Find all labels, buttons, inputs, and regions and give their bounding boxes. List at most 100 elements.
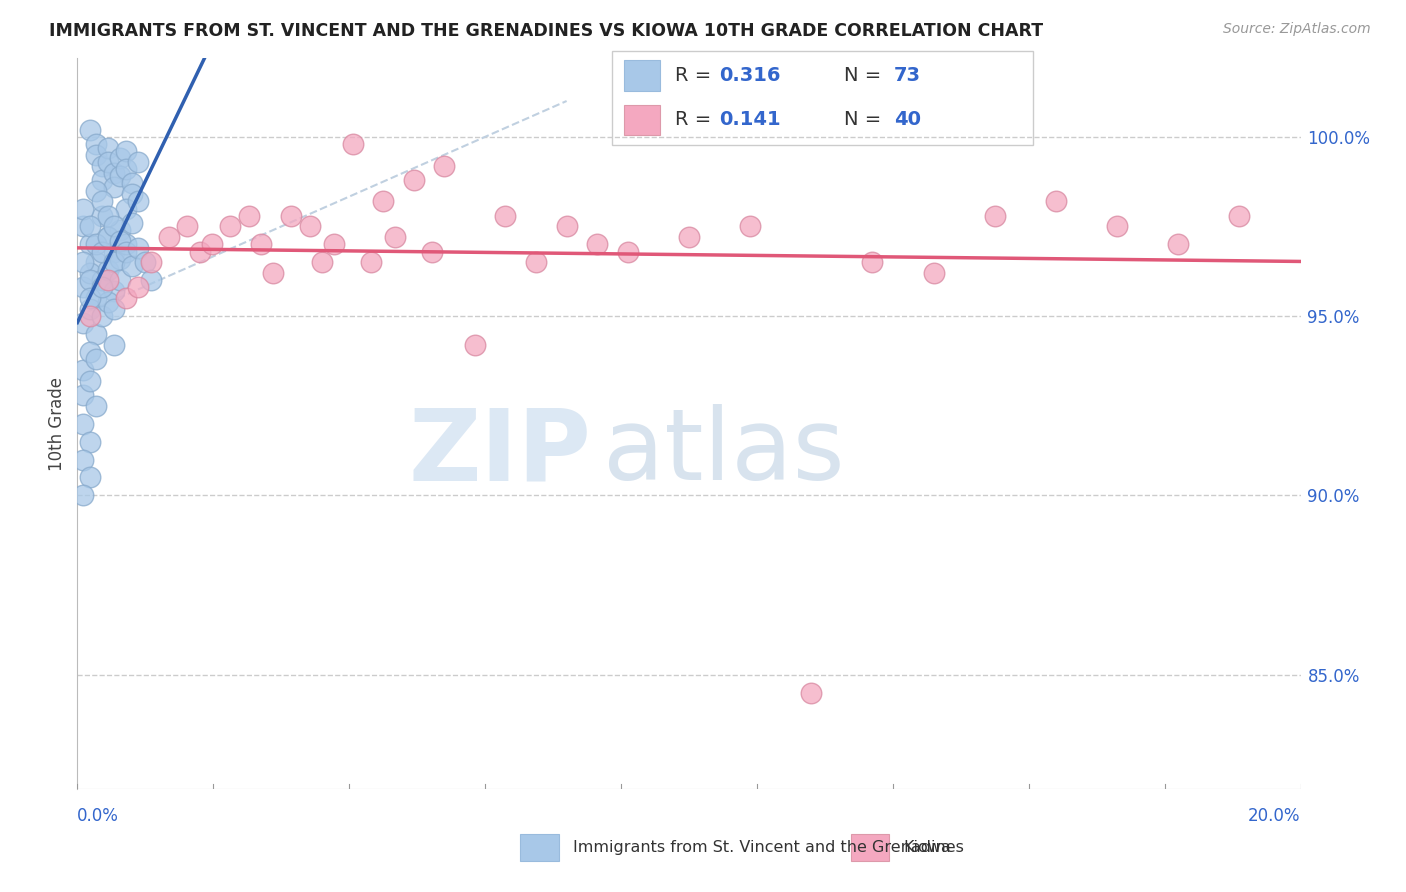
Point [84,136,107,151]
Point [103,180,125,194]
Point [201,237,224,252]
Point [79,291,101,305]
Point [108,152,131,166]
Point [121,259,143,273]
Point [800,685,823,699]
Point [433,159,456,173]
Point [90,209,112,223]
Point [128,241,150,255]
Point [280,209,302,223]
Point [250,237,273,252]
Point [115,291,138,305]
Point [115,244,138,259]
Point [84,291,107,305]
Text: IMMIGRANTS FROM ST. VINCENT AND THE GRENADINES VS KIOWA 10TH GRADE CORRELATION C: IMMIGRANTS FROM ST. VINCENT AND THE GREN… [49,22,1043,40]
Point [90,194,112,209]
Point [90,309,112,323]
Point [108,223,131,237]
Point [103,166,125,180]
Point [115,145,138,159]
Point [103,244,125,259]
Point [139,255,162,269]
Point [1229,209,1251,223]
Point [97,209,120,223]
Point [1167,237,1189,252]
Point [188,244,211,259]
Point [922,266,945,280]
Bar [624,104,661,136]
Point [79,237,101,252]
Point [84,352,107,367]
Point [84,327,107,342]
Text: 0.141: 0.141 [720,111,780,129]
Point [79,122,101,136]
Text: R =: R = [675,66,717,85]
Point [108,169,131,184]
Point [108,252,131,266]
Point [157,230,180,244]
Point [342,136,364,151]
Point [72,255,94,269]
Point [90,159,112,173]
Point [72,219,94,234]
Point [90,280,112,294]
Point [121,187,143,202]
Point [84,148,107,162]
Text: Immigrants from St. Vincent and the Grenadines: Immigrants from St. Vincent and the Gren… [574,840,965,855]
Point [72,316,94,330]
Point [862,255,884,269]
Point [97,294,120,309]
Point [84,237,107,252]
Text: 40: 40 [894,111,921,129]
Point [72,388,94,402]
Text: N =: N = [844,111,887,129]
Point [79,273,101,287]
Point [79,470,101,484]
Point [108,234,131,248]
Point [79,374,101,388]
Point [298,219,321,234]
Point [121,216,143,230]
Point [323,237,346,252]
Text: 0.0%: 0.0% [77,807,120,825]
Point [402,173,425,187]
Point [262,266,284,280]
Point [984,209,1007,223]
Bar [851,834,890,861]
Point [464,338,486,352]
Point [115,162,138,177]
Point [97,155,120,169]
Text: 20.0%: 20.0% [1249,807,1301,825]
Point [84,399,107,413]
Point [384,230,406,244]
Point [524,255,547,269]
Bar [520,834,560,861]
Point [617,244,640,259]
Point [139,273,162,287]
Point [238,209,260,223]
Bar [624,61,661,91]
Point [103,255,125,269]
Point [128,155,150,169]
Point [360,255,382,269]
Point [371,194,394,209]
Text: atlas: atlas [603,404,845,501]
Point [97,140,120,154]
Text: N =: N = [844,66,887,85]
Point [103,338,125,352]
Text: Source: ZipAtlas.com: Source: ZipAtlas.com [1223,22,1371,37]
Point [586,237,609,252]
Point [97,273,120,287]
Point [108,273,131,287]
Point [97,230,120,244]
Point [128,194,150,209]
Point [72,202,94,216]
Point [1045,194,1067,209]
Point [84,184,107,198]
Point [72,417,94,431]
Point [1107,219,1129,234]
Point [555,219,578,234]
Point [495,209,517,223]
Point [103,301,125,316]
Point [121,177,143,191]
